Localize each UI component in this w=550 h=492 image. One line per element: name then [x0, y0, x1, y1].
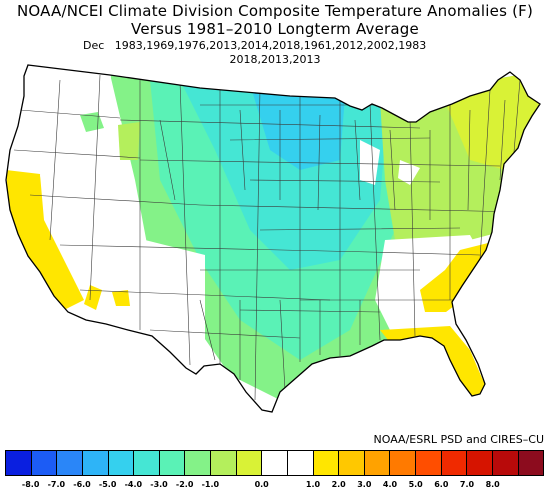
colorbar-swatch [185, 451, 211, 475]
florida-yellow-region [380, 326, 488, 400]
colorbar-tick-label: -1.0 [201, 480, 220, 489]
colorbar-tick-label: -4.0 [124, 480, 143, 489]
division-boundaries [13, 74, 521, 401]
colorbar-swatch [82, 451, 109, 475]
colorbar-swatch [339, 451, 365, 475]
north-central-cyan-region [250, 84, 345, 170]
lake-michigan [360, 140, 380, 185]
composite-years-line2: 2018,2013,2013 [229, 53, 321, 66]
colorbar-tick-label: -7.0 [47, 480, 66, 489]
colorbar-swatch [364, 451, 391, 475]
colorbar-tick-label: 4.0 [382, 480, 398, 489]
colorbar-swatch [211, 451, 237, 475]
colorbar-swatch [441, 451, 468, 475]
map-title-line2: Versus 1981–2010 Longterm Average [131, 20, 419, 38]
colorbar-swatch [6, 451, 32, 475]
colorbar-tick-label: -5.0 [98, 480, 117, 489]
arizona-yellow-patch [112, 290, 130, 306]
colorbar-tick-label: 5.0 [408, 480, 423, 489]
colorbar-swatch [467, 451, 493, 475]
colorbar-tick-label: 1.0 [305, 480, 321, 489]
idaho-lime-patch [118, 122, 140, 160]
colorbar-swatch [287, 451, 314, 475]
colorbar-labels: -8.0 -7.0 -6.0 -5.0 -4.0 -3.0 -2.0 -1.0 0.0 1.0 2.… [5, 480, 544, 492]
colorbar-swatch [159, 451, 186, 475]
colorbar-tick-label: -8.0 [21, 480, 40, 489]
socal-yellow-patch [84, 285, 102, 310]
colorbar-swatch [492, 451, 519, 475]
colorbar-tick-label: -2.0 [175, 480, 194, 489]
us-climate-division-map [5, 64, 541, 413]
colorbar-swatch [134, 451, 160, 475]
colorbar-swatch [31, 451, 58, 475]
colorbar-tick-label: 6.0 [434, 480, 449, 489]
colorbar-swatch [416, 451, 442, 475]
colorbar-tick-label: -6.0 [73, 480, 91, 489]
colorbar-swatch [108, 451, 135, 475]
anomaly-colorbar [5, 450, 544, 476]
lake-erie [398, 160, 420, 185]
colorbar-swatch [390, 451, 416, 475]
california-yellow-region [6, 170, 84, 312]
colorbar-tick-label: 8.0 [485, 480, 500, 489]
colorbar-tick-label: 3.0 [357, 480, 372, 489]
data-credit: NOAA/ESRL PSD and CIRES–CU [373, 433, 544, 446]
colorbar-swatch [262, 451, 288, 475]
colorbar-swatch [57, 451, 83, 475]
southwest-white-region [40, 175, 205, 345]
colorbar-swatch [313, 451, 340, 475]
colorbar-tick-label: 7.0 [459, 480, 475, 489]
colorbar-swatch [236, 451, 263, 475]
colorbar-tick-label: 0.0 [254, 480, 269, 489]
colorbar-tick-label: 2.0 [331, 480, 346, 489]
composite-years-line1: Dec 1983,1969,1976,2013,2014,2018,1961,2… [83, 39, 427, 52]
colorbar-swatch [518, 451, 544, 475]
map-title-line1: NOAA/NCEI Climate Division Composite Tem… [16, 2, 534, 20]
colorbar-tick-label: -3.0 [150, 480, 168, 489]
